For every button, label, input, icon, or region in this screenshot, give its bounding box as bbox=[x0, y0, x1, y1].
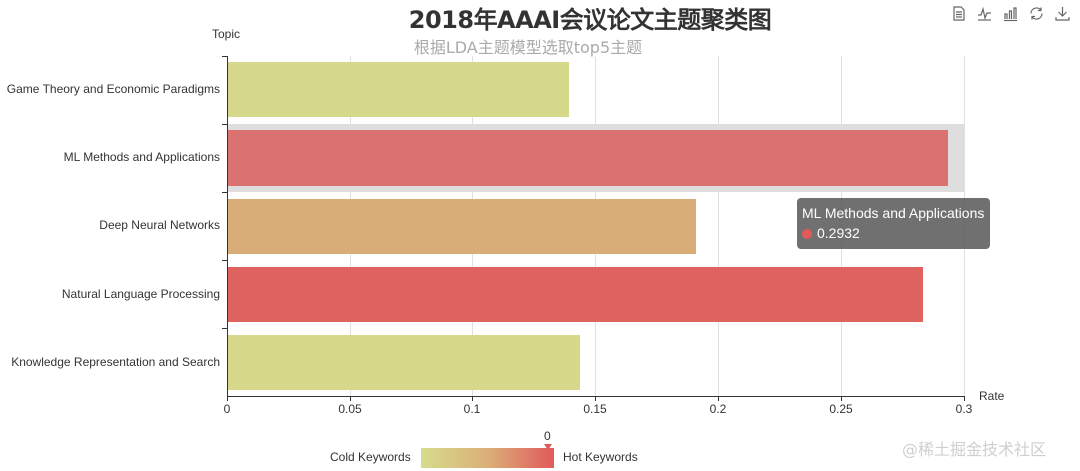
y-tick bbox=[222, 260, 227, 261]
y-label: Knowledge Representation and Search bbox=[11, 355, 220, 369]
tooltip: ML Methods and Applications 0.2932 bbox=[797, 198, 991, 249]
x-label: 0.15 bbox=[583, 402, 607, 416]
x-axis-name: Rate bbox=[979, 389, 1005, 403]
y-axis-name: Topic bbox=[212, 27, 241, 41]
visualmap-handle-icon[interactable] bbox=[544, 444, 552, 450]
y-tick bbox=[222, 56, 227, 57]
y-tick bbox=[222, 192, 227, 193]
visualmap-gradient-bar[interactable] bbox=[421, 448, 554, 468]
bar-game-theory[interactable] bbox=[227, 62, 569, 117]
x-tick bbox=[350, 396, 351, 401]
x-tick bbox=[964, 396, 965, 401]
visualmap-handle-value: 0 bbox=[544, 429, 551, 443]
x-tick bbox=[472, 396, 473, 401]
watermark: @稀土掘金技术社区 bbox=[902, 440, 1047, 459]
tooltip-title: ML Methods and Applications bbox=[802, 205, 985, 221]
chart-subtitle: 根据LDA主题模型选取top5主题 bbox=[413, 38, 643, 57]
restore-icon[interactable] bbox=[1027, 4, 1046, 23]
y-label: ML Methods and Applications bbox=[63, 150, 220, 164]
y-tick bbox=[222, 124, 227, 125]
bar-chart-icon[interactable] bbox=[1001, 4, 1020, 23]
chart-title: 2018年AAAI会议论文主题聚类图 bbox=[408, 6, 772, 34]
download-icon[interactable] bbox=[1053, 4, 1072, 23]
x-label: 0.05 bbox=[338, 402, 362, 416]
y-label: Natural Language Processing bbox=[61, 287, 220, 301]
toolbox bbox=[949, 4, 1072, 23]
bar-nlp[interactable] bbox=[227, 267, 923, 322]
series-marker-icon bbox=[802, 229, 812, 239]
data-view-icon[interactable] bbox=[949, 4, 968, 23]
y-label: Deep Neural Networks bbox=[99, 218, 220, 232]
x-tick bbox=[718, 396, 719, 401]
x-tick bbox=[227, 396, 228, 401]
x-axis-line bbox=[227, 396, 965, 397]
x-label: 0.2 bbox=[709, 402, 727, 416]
y-axis-line bbox=[227, 56, 228, 396]
visualmap-high-label: Hot Keywords bbox=[563, 450, 638, 464]
x-label: 0.25 bbox=[829, 402, 853, 416]
y-tick bbox=[222, 328, 227, 329]
x-tick bbox=[841, 396, 842, 401]
line-chart-icon[interactable] bbox=[975, 4, 994, 23]
gridline bbox=[718, 56, 719, 396]
x-label: 0.3 bbox=[955, 402, 973, 416]
y-label: Game Theory and Economic Paradigms bbox=[6, 82, 220, 96]
bar-knowledge-representation[interactable] bbox=[227, 335, 580, 390]
x-label: 0.1 bbox=[463, 402, 481, 416]
bar-deep-neural-networks[interactable] bbox=[227, 199, 696, 254]
visualmap-low-label: Cold Keywords bbox=[330, 450, 411, 464]
x-label: 0 bbox=[223, 402, 231, 416]
tooltip-value: 0.2932 bbox=[817, 225, 860, 241]
x-tick bbox=[595, 396, 596, 401]
bar-ml-methods[interactable] bbox=[227, 130, 948, 186]
